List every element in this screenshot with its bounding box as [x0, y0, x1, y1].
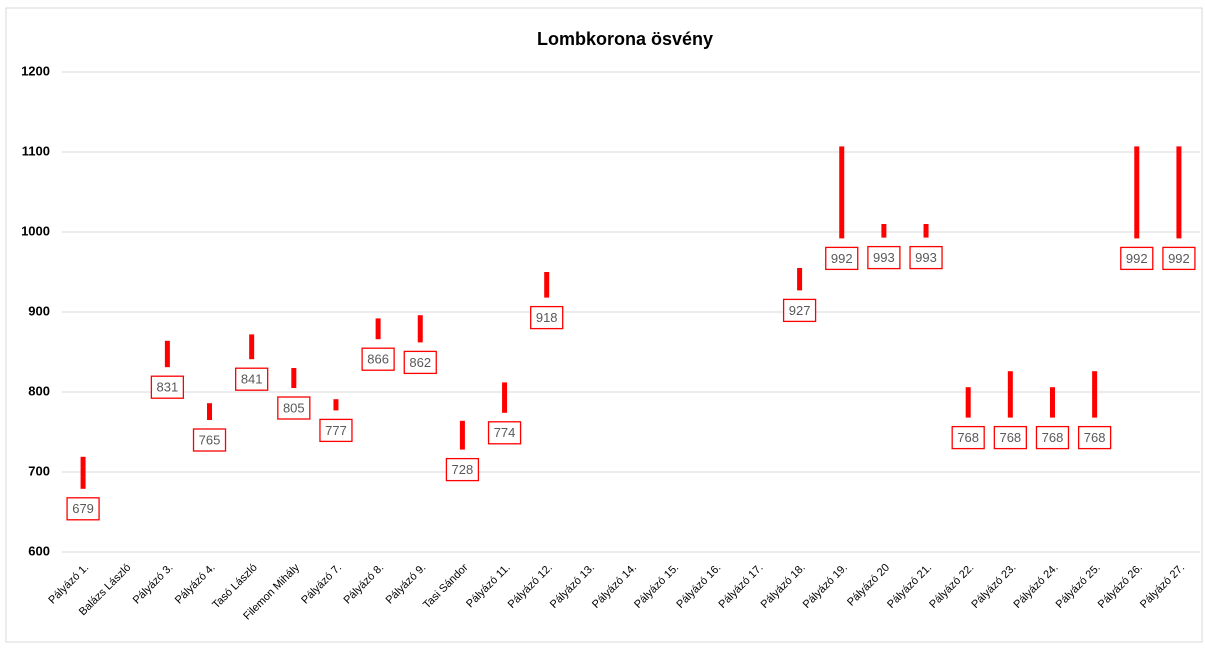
- y-tick-label: 600: [28, 543, 50, 558]
- data-label: 866: [367, 352, 389, 367]
- data-label: 927: [789, 303, 811, 318]
- bar: [923, 224, 929, 238]
- bar: [333, 399, 339, 411]
- data-label-box: [909, 245, 943, 270]
- data-label: 774: [494, 425, 516, 440]
- y-tick-label: 1200: [21, 63, 50, 78]
- data-label: 768: [957, 430, 979, 445]
- data-label: 768: [999, 430, 1021, 445]
- data-label-box: [530, 305, 564, 330]
- data-label: 768: [1084, 430, 1106, 445]
- data-label-box: [361, 347, 395, 371]
- data-label: 768: [1042, 430, 1064, 445]
- data-label: 992: [1168, 251, 1190, 266]
- chart-title: Lombkorona ösvény: [537, 29, 713, 49]
- data-label: 918: [536, 310, 558, 325]
- bar: [1092, 371, 1098, 418]
- y-tick-label: 1100: [22, 143, 50, 158]
- data-label: 992: [1126, 251, 1148, 266]
- data-label: 728: [452, 462, 474, 477]
- data-label-box: [782, 298, 817, 323]
- y-tick-label: 900: [28, 303, 50, 318]
- data-label-box: [951, 425, 985, 450]
- data-label-box: [993, 425, 1027, 450]
- bar: [80, 456, 86, 489]
- data-label-box: [66, 497, 100, 521]
- bar: [502, 382, 508, 413]
- bar: [544, 272, 550, 298]
- bar: [207, 403, 213, 420]
- y-tick-label: 1000: [21, 223, 50, 238]
- bar: [459, 420, 465, 450]
- data-label: 765: [199, 432, 221, 447]
- bar: [797, 268, 803, 291]
- data-label-box: [825, 246, 859, 271]
- bar: [417, 315, 423, 343]
- bar: [375, 318, 381, 340]
- data-label: 679: [72, 501, 94, 516]
- data-label-box: [445, 457, 480, 482]
- data-label-box: [1120, 246, 1154, 271]
- data-label: 831: [157, 380, 179, 395]
- bar: [1007, 371, 1013, 418]
- data-label: 993: [873, 250, 895, 265]
- data-label: 993: [915, 250, 937, 265]
- data-label-box: [277, 396, 311, 420]
- bar: [164, 340, 170, 368]
- data-label-box: [319, 418, 353, 443]
- data-label-box: [192, 428, 227, 452]
- data-label-box: [1162, 246, 1196, 271]
- bar: [1049, 387, 1055, 418]
- data-label: 992: [831, 251, 853, 266]
- y-tick-label: 700: [28, 463, 50, 478]
- data-label-box: [1035, 425, 1070, 450]
- bar: [839, 146, 845, 239]
- chart-frame: [5, 7, 1203, 643]
- data-label: 777: [325, 423, 347, 438]
- data-label-box: [867, 245, 901, 270]
- data-label-box: [403, 350, 437, 375]
- bar: [965, 387, 971, 418]
- bar: [1176, 146, 1182, 239]
- bar: [249, 334, 255, 360]
- data-label-box: [235, 367, 269, 391]
- bar: [881, 224, 887, 238]
- y-tick-label: 800: [28, 383, 50, 398]
- data-label-box: [1077, 425, 1112, 450]
- data-label: 841: [241, 372, 263, 387]
- data-label: 862: [409, 355, 431, 370]
- data-label: 805: [283, 400, 305, 415]
- bar: [1134, 146, 1140, 239]
- bar: [291, 368, 297, 388]
- data-label-box: [487, 421, 522, 445]
- data-label-box: [150, 375, 185, 399]
